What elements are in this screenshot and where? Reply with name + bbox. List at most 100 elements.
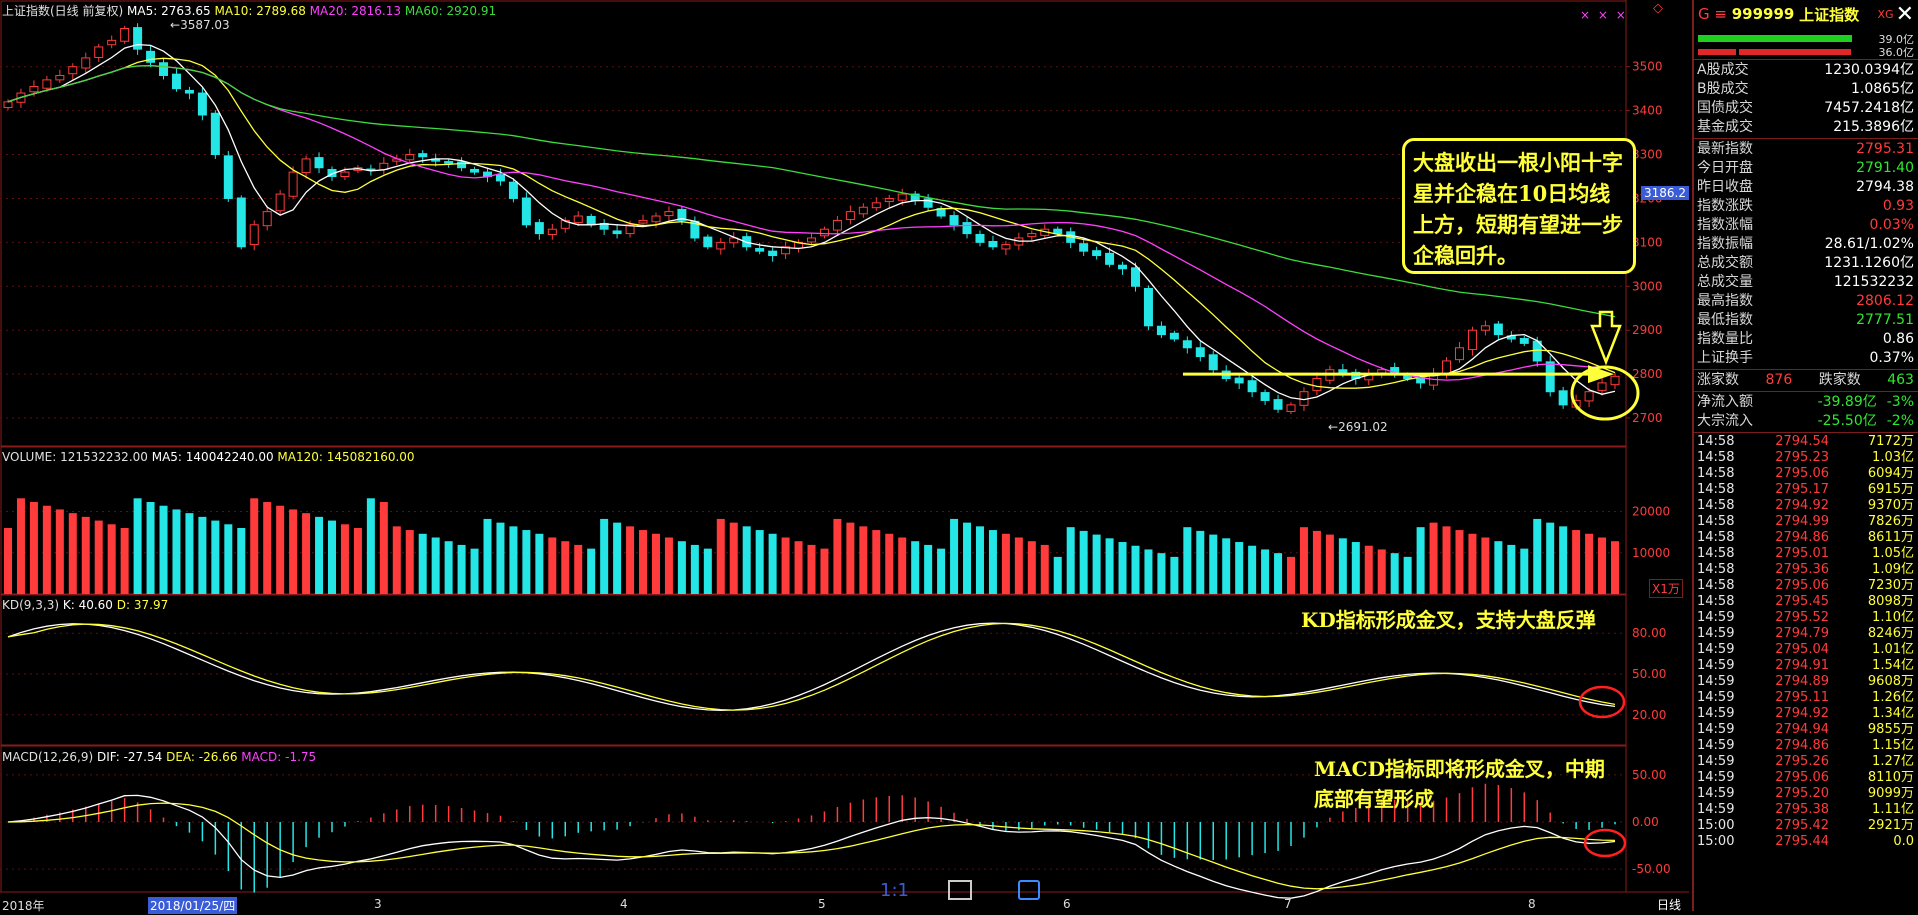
index-stat-label: 总成交额 — [1697, 255, 1753, 271]
volume-bar — [4, 528, 12, 594]
tick-volume: 7230万 — [1867, 578, 1914, 593]
volume-bar — [496, 522, 505, 594]
index-stat-value: 0.93 — [1882, 198, 1914, 214]
index-stat-label: 上证换手 — [1697, 350, 1753, 366]
tick-time: 14:59 — [1697, 674, 1735, 689]
macd-tick-label: 50.00 — [1632, 768, 1666, 782]
candle-body — [1286, 404, 1296, 412]
volume-bar — [211, 520, 220, 594]
up-count: 876 — [1765, 372, 1793, 388]
peak-label: ←3587.03 — [170, 18, 230, 32]
candle-body — [314, 157, 324, 169]
candle-body — [3, 101, 13, 109]
volume-bar — [42, 505, 51, 594]
period-label[interactable]: 日线 — [1657, 898, 1682, 912]
tick-row: 14:59 2795.26 1.27亿 — [1694, 754, 1918, 770]
ma10-value: MA10: 2789.68 — [214, 4, 306, 18]
time-label-month-4: 4 — [620, 897, 628, 911]
tick-time: 14:58 — [1697, 530, 1735, 545]
volume-bar — [470, 548, 479, 594]
stock-chart[interactable]: 3500340033003200310030002900280027002000… — [0, 0, 1689, 911]
candle-body — [534, 222, 544, 235]
tick-price: 2794.94 — [1775, 722, 1829, 737]
flow-row: 净流入额 -39.89亿 -3% — [1694, 393, 1918, 412]
tick-row: 14:58 2794.99 7826万 — [1694, 514, 1918, 530]
tick-volume: 1.54亿 — [1872, 658, 1914, 673]
volume-bar — [146, 502, 155, 594]
candle-body — [288, 171, 298, 197]
candle-body — [988, 240, 998, 248]
tick-volume: 2921万 — [1867, 818, 1914, 833]
ma5-value: MA5: 2763.65 — [127, 4, 211, 18]
tick-row: 14:58 2795.45 8098万 — [1694, 594, 1918, 610]
volume-bar — [846, 522, 855, 594]
settings-icon[interactable] — [1018, 880, 1040, 900]
turnover-row: A股成交 1230.0394亿 — [1694, 61, 1918, 80]
flow-row: 大宗流入 -25.50亿 -2% — [1694, 412, 1918, 431]
price-tick-label: 2800 — [1632, 367, 1663, 381]
volume-bar — [1014, 537, 1023, 594]
xg-tag[interactable]: XG — [1877, 7, 1894, 21]
volume-bar — [1222, 538, 1231, 594]
volume-bar — [924, 544, 933, 594]
tick-time: 14:59 — [1697, 738, 1735, 753]
chart-area[interactable]: 3500340033003200310030002900280027002000… — [0, 0, 1689, 914]
volume-bar — [1481, 537, 1490, 594]
highlight-ellipse — [1570, 365, 1640, 421]
candle-body — [573, 215, 583, 224]
tick-row: 14:59 2794.94 9855万 — [1694, 722, 1918, 738]
volume-bar — [29, 502, 38, 594]
volume-bar — [613, 522, 622, 594]
index-stat-row: 最高指数 2806.12 — [1694, 292, 1918, 311]
index-stat-value: 2806.12 — [1856, 293, 1914, 309]
diamond-icon[interactable]: ◇ — [1653, 1, 1663, 16]
volume-bar — [1351, 542, 1360, 594]
close-icon[interactable]: ✕ — [1895, 1, 1914, 27]
tick-list[interactable]: 14:58 2794.54 7172万 14:58 2795.23 1.03亿 14:58 2… — [1694, 434, 1918, 850]
tick-row: 15:00 2795.42 2921万 — [1694, 818, 1918, 834]
kd-annotation: KD指标形成金叉，支持大盘反弹 — [1301, 608, 1596, 632]
volume-bar — [1274, 553, 1283, 594]
tick-price: 2795.06 — [1775, 466, 1829, 481]
candle-body — [1597, 382, 1607, 391]
flow-pct: -2% — [1886, 413, 1914, 429]
zoom-ratio-button[interactable]: 1:1 — [880, 880, 909, 901]
tick-price: 2794.92 — [1775, 498, 1829, 513]
candle-body — [171, 73, 181, 90]
candle-body — [197, 92, 207, 116]
volume-bar — [185, 513, 194, 594]
candle-body — [729, 237, 739, 244]
time-label-month-5: 5 — [818, 897, 826, 911]
candle-body — [949, 215, 959, 226]
price-tick-label: 3400 — [1632, 104, 1663, 118]
down-count: 463 — [1887, 372, 1914, 388]
volume-bar — [1105, 538, 1114, 594]
tick-price: 2795.45 — [1775, 594, 1829, 609]
candle-body — [586, 215, 596, 226]
volume-bar — [509, 526, 518, 594]
zoom-icon[interactable] — [948, 880, 972, 900]
candle-body — [703, 236, 713, 248]
indicator-dots[interactable]: × × × — [1580, 8, 1628, 22]
tick-row: 14:59 2794.91 1.54亿 — [1694, 658, 1918, 674]
tick-time: 14:59 — [1697, 626, 1735, 641]
volume-bar — [522, 530, 531, 594]
volume-ma120: MA120: 145082160.00 — [277, 450, 415, 464]
volume-bar — [1299, 527, 1308, 594]
volume-bar — [1520, 548, 1529, 594]
volume-bar — [133, 498, 142, 594]
volume-bar — [81, 516, 90, 594]
volume-bar — [1507, 544, 1516, 594]
kd-tick-label: 80.00 — [1632, 626, 1666, 640]
tick-row: 14:58 2795.06 7230万 — [1694, 578, 1918, 594]
tick-price: 2794.86 — [1775, 738, 1829, 753]
tick-volume: 8110万 — [1867, 770, 1914, 785]
up-label: 涨家数 — [1697, 372, 1739, 388]
index-stat-label: 指数振幅 — [1697, 236, 1753, 252]
tick-row: 14:58 2794.92 9370万 — [1694, 498, 1918, 514]
tick-price: 2795.06 — [1775, 578, 1829, 593]
volume-value: VOLUME: 121532232.00 — [2, 450, 148, 464]
volume-bar — [444, 541, 453, 594]
volume-bar — [1312, 530, 1321, 594]
turnover-stats: A股成交 1230.0394亿 B股成交 1.0865亿 国债成交 7457.2418亿基… — [1694, 61, 1918, 137]
